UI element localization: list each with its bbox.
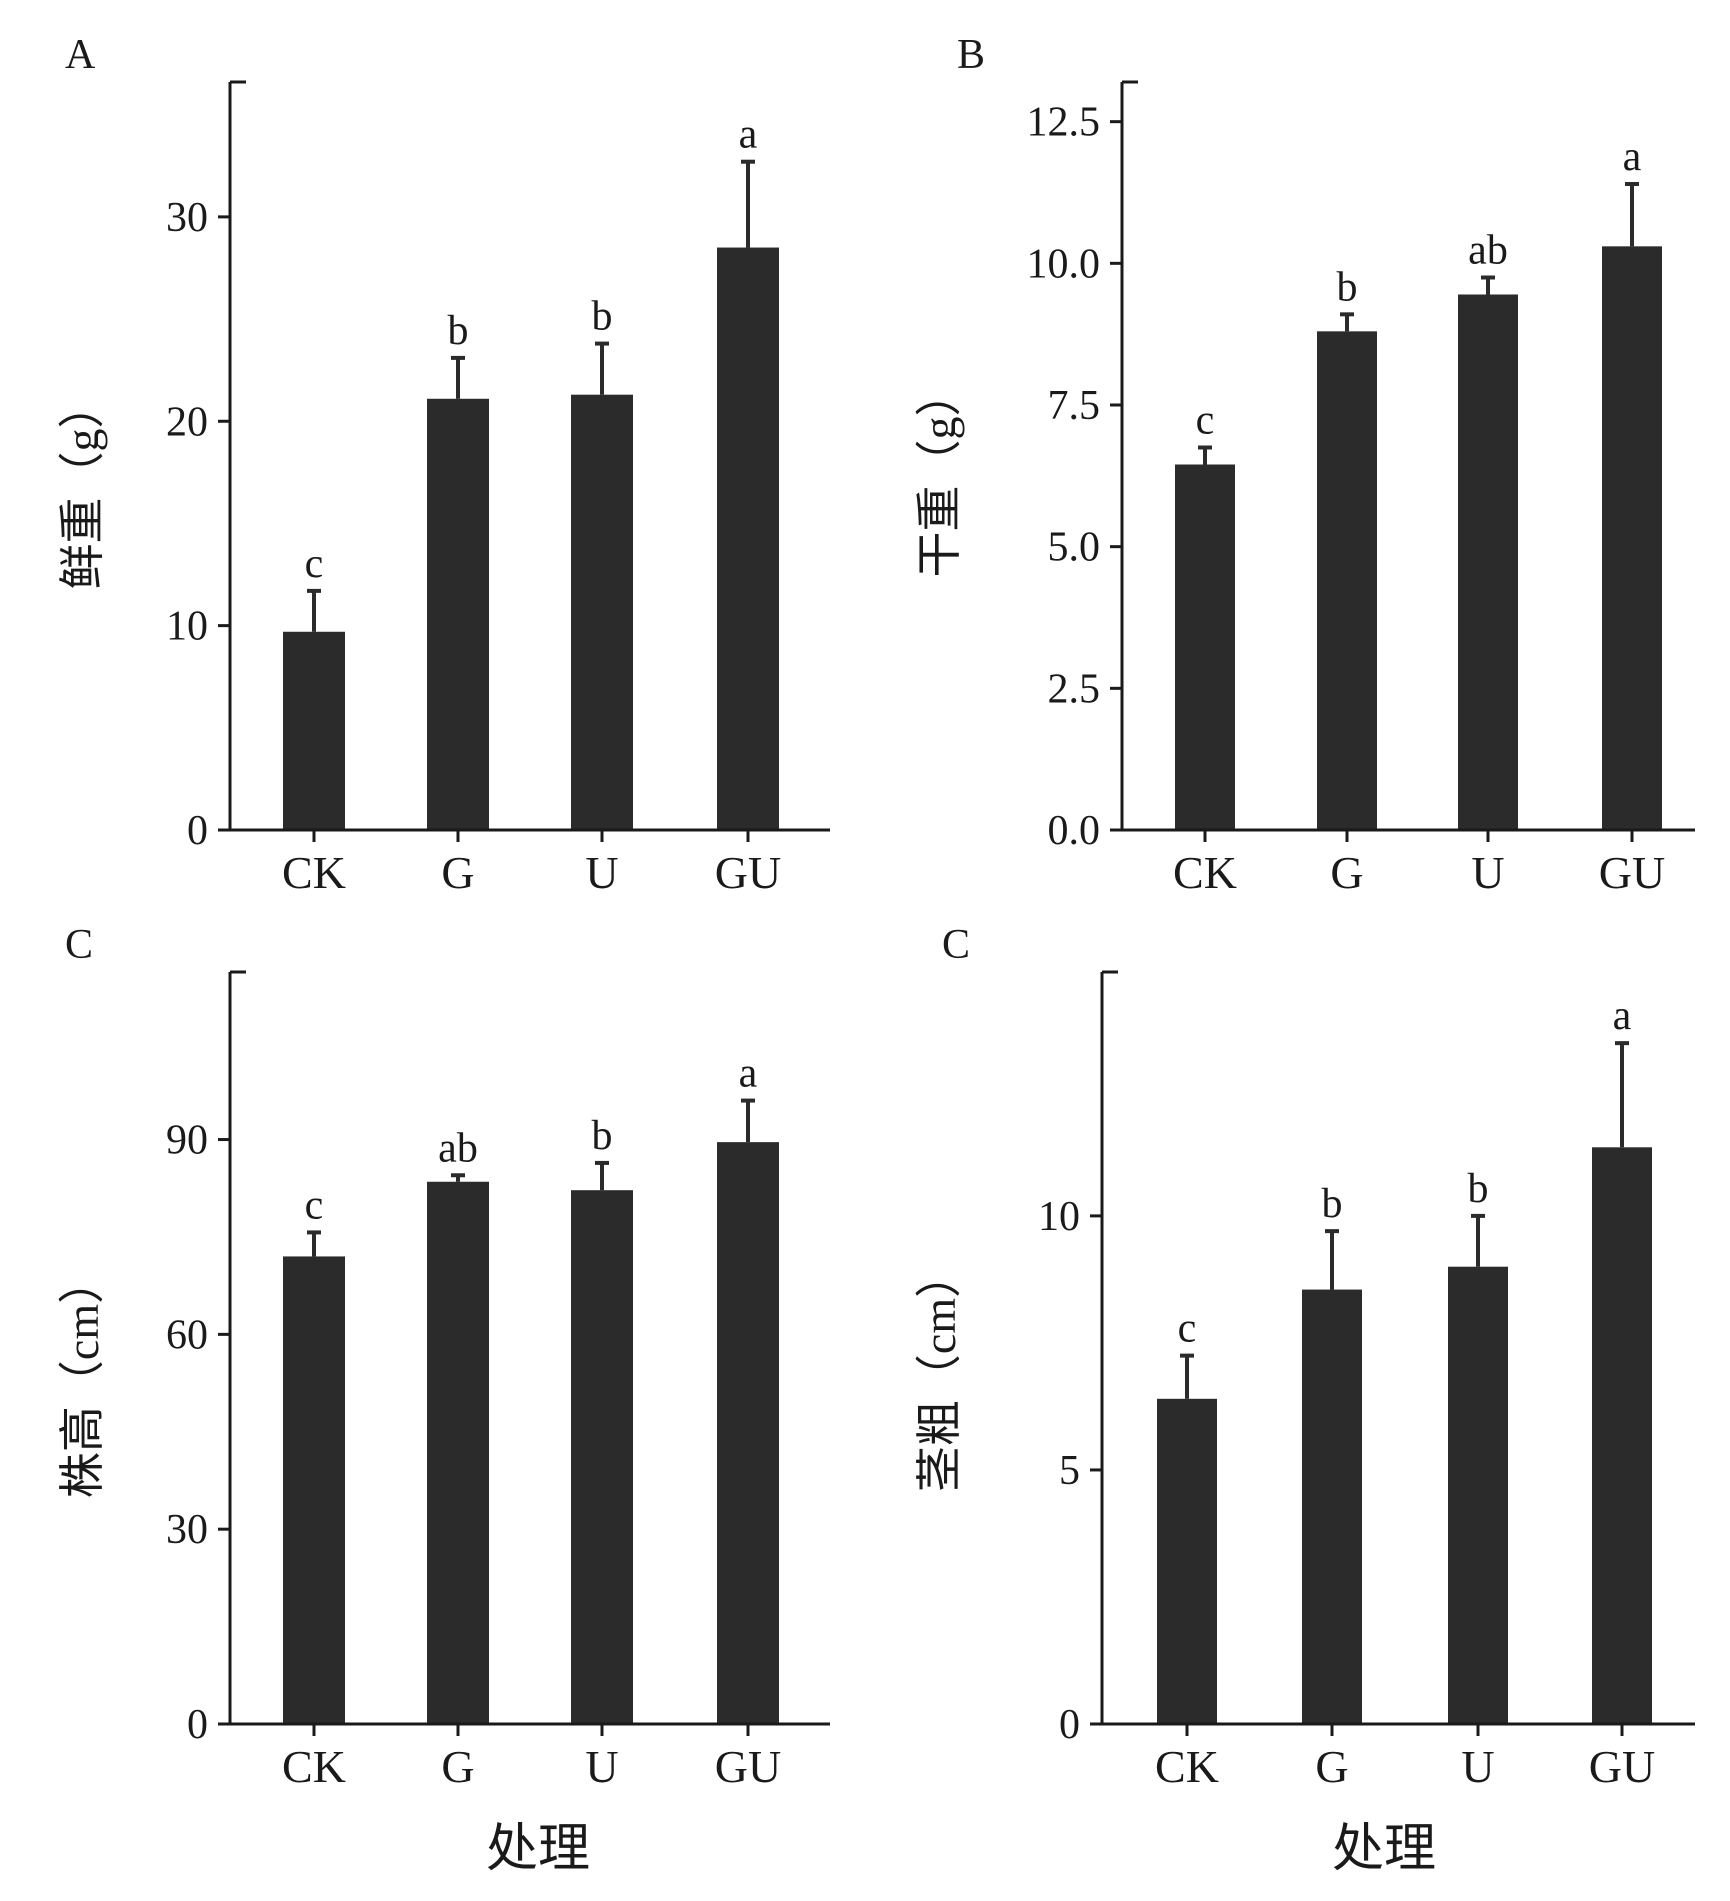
panel-a-x-tick-label-0: CK xyxy=(282,847,346,898)
panel-b-significance-0: c xyxy=(1196,398,1215,444)
panel-d-bar-1 xyxy=(1302,1289,1362,1724)
panel-c-y-tick-label-3: 90 xyxy=(166,1118,208,1164)
panel-b-bar-1 xyxy=(1317,331,1377,830)
panel-d-x-axis-label: 处理 xyxy=(1332,1821,1436,1878)
panel-c-y-tick-label-2: 60 xyxy=(166,1312,208,1358)
panel-c-bar-1 xyxy=(427,1181,489,1724)
panel-a-y-tick-label-2: 20 xyxy=(166,399,208,445)
panel-c-x-tick-label-1: G xyxy=(441,1741,474,1792)
panel-b-x-tick-label-2: U xyxy=(1471,847,1504,898)
panel-b-y-axis-label: 干重（g） xyxy=(914,371,965,578)
panel-a-y-tick-label-3: 30 xyxy=(166,195,208,241)
panel-a-significance-0: c xyxy=(305,541,324,587)
panel-d-y-tick-label-2: 10 xyxy=(1038,1194,1080,1240)
panel-c-y-axis-label: 株高（cm） xyxy=(57,1258,108,1498)
panel-b-bar-3 xyxy=(1602,246,1662,831)
panel-c-bar-2 xyxy=(571,1190,633,1724)
panel-b-label: B xyxy=(957,32,985,78)
panel-c-y-tick-label-0: 0 xyxy=(187,1702,208,1748)
panel-d-x-tick-label-0: CK xyxy=(1155,1741,1219,1792)
panel-b-x-tick-label-1: G xyxy=(1330,847,1363,898)
panel-d-x-tick-label-1: G xyxy=(1315,1741,1348,1792)
panel-b-bar-2 xyxy=(1458,294,1518,830)
panel-a-bar-0 xyxy=(283,631,345,830)
panel-c-x-tick-label-2: U xyxy=(585,1741,618,1792)
panel-a-significance-3: a xyxy=(739,112,758,158)
panel-d-bar-0 xyxy=(1157,1398,1217,1724)
panel-c-x-tick-label-0: CK xyxy=(282,1741,346,1792)
panel-d-bar-3 xyxy=(1592,1147,1652,1724)
panel-d-y-tick-label-0: 0 xyxy=(1059,1702,1080,1748)
panel-a-y-axis-label: 鲜重（g） xyxy=(57,383,108,590)
panel-c-significance-0: c xyxy=(305,1182,324,1228)
panel-b-x-tick-label-0: CK xyxy=(1173,847,1237,898)
panel-a-label: A xyxy=(65,32,96,78)
panel-c-bar-0 xyxy=(283,1256,345,1724)
panel-d-x-tick-label-3: GU xyxy=(1589,1741,1655,1792)
panel-a-x-tick-label-3: GU xyxy=(715,847,781,898)
panel-c-bar-3 xyxy=(717,1142,779,1724)
panel-b-significance-2: ab xyxy=(1468,228,1508,274)
panel-a-significance-2: b xyxy=(592,294,613,340)
panel-d-y-axis-label: 茎粗（cm） xyxy=(914,1252,965,1492)
panel-c-significance-2: b xyxy=(592,1113,613,1159)
panel-d-significance-0: c xyxy=(1178,1306,1197,1352)
panel-c-x-tick-label-3: GU xyxy=(715,1741,781,1792)
panel-b-significance-3: a xyxy=(1623,134,1642,180)
panel-b-significance-1: b xyxy=(1337,264,1358,310)
panel-a-y-tick-label-0: 0 xyxy=(187,808,208,854)
panel-d-significance-2: b xyxy=(1468,1166,1489,1212)
panel-a-bar-2 xyxy=(571,394,633,830)
panel-c-x-axis-label: 处理 xyxy=(486,1821,590,1878)
panel-b-y-tick-label-3: 7.5 xyxy=(1048,383,1101,429)
panel-d-y-tick-label-1: 5 xyxy=(1059,1448,1080,1494)
panel-d-label: C xyxy=(942,922,970,968)
panel-c-label: C xyxy=(65,922,93,968)
panel-a-x-tick-label-2: U xyxy=(585,847,618,898)
panel-b-y-tick-label-5: 12.5 xyxy=(1027,100,1101,146)
panel-c-y-tick-label-1: 30 xyxy=(166,1507,208,1553)
panel-a-bar-3 xyxy=(717,247,779,830)
panel-d-x-tick-label-2: U xyxy=(1461,1741,1494,1792)
panel-a-bar-1 xyxy=(427,398,489,830)
panel-b-x-tick-label-3: GU xyxy=(1599,847,1665,898)
panel-b-y-tick-label-4: 10.0 xyxy=(1027,241,1101,287)
panel-d-significance-3: a xyxy=(1613,993,1632,1039)
panel-d-significance-1: b xyxy=(1322,1181,1343,1227)
panel-b-y-tick-label-1: 2.5 xyxy=(1048,666,1101,712)
panel-c-significance-3: a xyxy=(739,1051,758,1097)
panel-b-y-tick-label-0: 0.0 xyxy=(1048,808,1101,854)
panel-d-bar-2 xyxy=(1448,1266,1508,1724)
panel-a-significance-1: b xyxy=(448,308,469,354)
panel-b-bar-0 xyxy=(1175,464,1235,830)
panel-c-significance-1: ab xyxy=(438,1125,478,1171)
panel-b-y-tick-label-2: 5.0 xyxy=(1048,525,1101,571)
panel-a-x-tick-label-1: G xyxy=(441,847,474,898)
panel-a-y-tick-label-1: 10 xyxy=(166,604,208,650)
